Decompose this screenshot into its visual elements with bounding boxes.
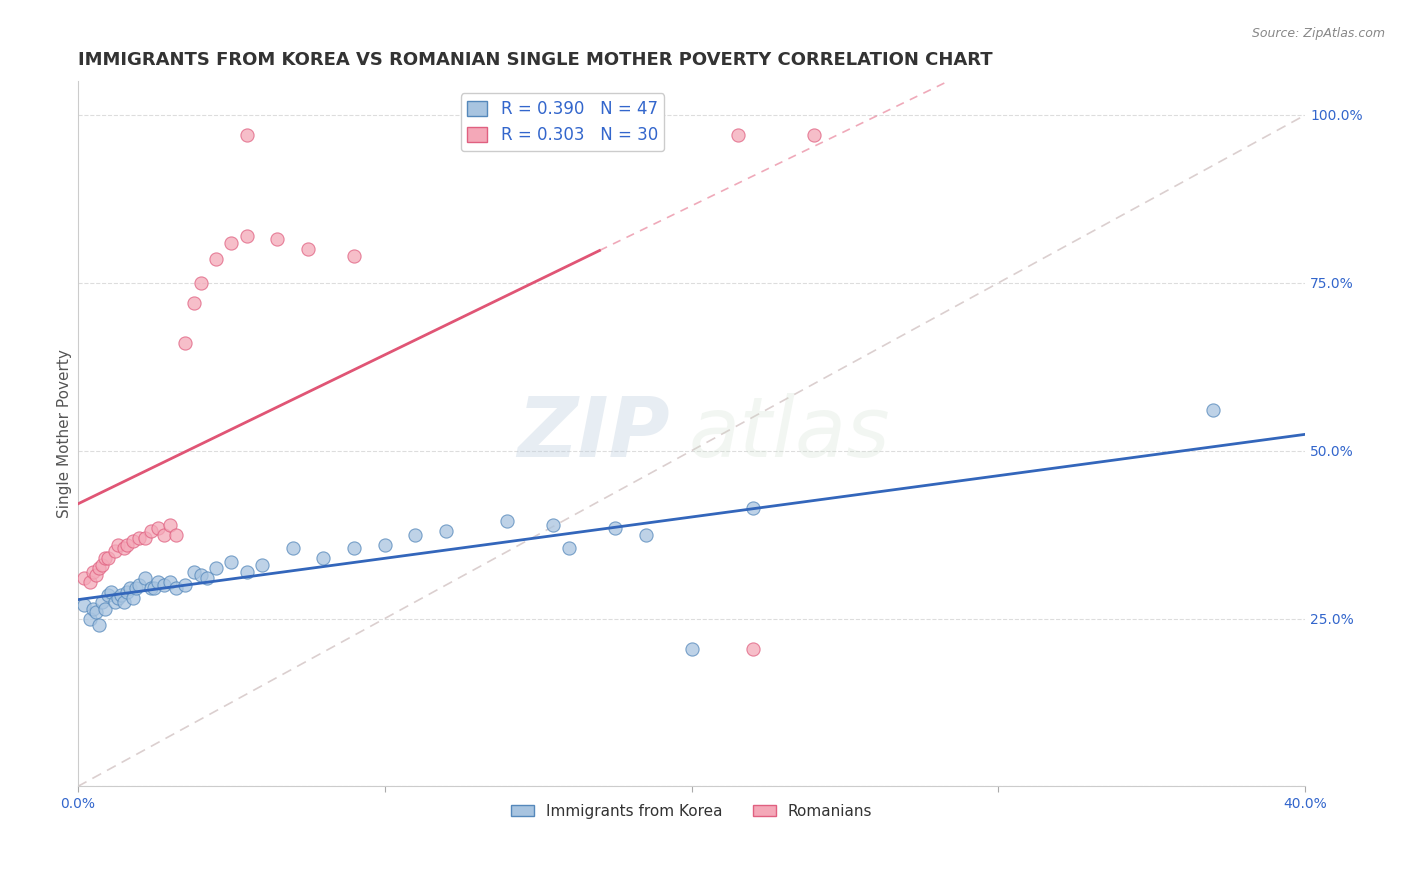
Point bbox=[110, 588, 132, 602]
Point bbox=[235, 228, 257, 243]
Point bbox=[91, 595, 114, 609]
Text: IMMIGRANTS FROM KOREA VS ROMANIAN SINGLE MOTHER POVERTY CORRELATION CHART: IMMIGRANTS FROM KOREA VS ROMANIAN SINGLE… bbox=[77, 51, 993, 69]
Point bbox=[82, 601, 104, 615]
Point bbox=[190, 276, 212, 290]
Point bbox=[266, 232, 288, 246]
Point bbox=[94, 601, 117, 615]
Point bbox=[205, 561, 228, 575]
Point bbox=[603, 521, 626, 535]
Point bbox=[312, 551, 335, 566]
Point bbox=[235, 565, 257, 579]
Point bbox=[183, 296, 205, 310]
Point bbox=[343, 541, 366, 555]
Point bbox=[84, 568, 107, 582]
Point bbox=[190, 568, 212, 582]
Point bbox=[543, 517, 565, 532]
Point bbox=[152, 527, 174, 541]
Point bbox=[183, 565, 205, 579]
Point bbox=[134, 571, 156, 585]
Point bbox=[73, 571, 96, 585]
Point bbox=[79, 611, 101, 625]
Point bbox=[73, 598, 96, 612]
Point bbox=[141, 524, 163, 539]
Point bbox=[141, 582, 163, 596]
Point bbox=[128, 531, 150, 545]
Point bbox=[91, 558, 114, 572]
Point bbox=[112, 541, 135, 555]
Point bbox=[146, 574, 169, 589]
Point bbox=[727, 128, 749, 142]
Point bbox=[219, 554, 242, 568]
Point bbox=[681, 641, 703, 656]
Point bbox=[107, 538, 129, 552]
Point bbox=[134, 531, 156, 545]
Point bbox=[118, 582, 141, 596]
Point bbox=[115, 538, 138, 552]
Point bbox=[159, 517, 181, 532]
Point bbox=[82, 565, 104, 579]
Point bbox=[219, 235, 242, 250]
Point bbox=[165, 582, 187, 596]
Point bbox=[122, 534, 145, 549]
Point bbox=[558, 128, 581, 142]
Point bbox=[89, 618, 111, 632]
Point bbox=[297, 242, 319, 256]
Point bbox=[84, 605, 107, 619]
Point bbox=[94, 551, 117, 566]
Point bbox=[100, 584, 122, 599]
Point bbox=[128, 578, 150, 592]
Text: atlas: atlas bbox=[689, 393, 890, 475]
Point bbox=[122, 591, 145, 606]
Point bbox=[103, 544, 125, 558]
Point bbox=[205, 252, 228, 267]
Point bbox=[1202, 403, 1225, 417]
Point bbox=[89, 561, 111, 575]
Point bbox=[174, 336, 197, 351]
Point bbox=[235, 128, 257, 142]
Text: ZIP: ZIP bbox=[517, 393, 669, 475]
Point bbox=[165, 527, 187, 541]
Point bbox=[195, 571, 218, 585]
Point bbox=[143, 582, 166, 596]
Point bbox=[97, 551, 120, 566]
Text: Source: ZipAtlas.com: Source: ZipAtlas.com bbox=[1251, 27, 1385, 40]
Point bbox=[742, 500, 765, 515]
Point bbox=[374, 538, 396, 552]
Point bbox=[159, 574, 181, 589]
Point bbox=[742, 641, 765, 656]
Point bbox=[404, 527, 426, 541]
Point bbox=[434, 524, 457, 539]
Point bbox=[152, 578, 174, 592]
Point bbox=[112, 595, 135, 609]
Point bbox=[343, 249, 366, 263]
Point bbox=[634, 527, 657, 541]
Point bbox=[803, 128, 825, 142]
Point bbox=[281, 541, 304, 555]
Point bbox=[115, 584, 138, 599]
Point bbox=[146, 521, 169, 535]
Point bbox=[97, 588, 120, 602]
Point bbox=[103, 595, 125, 609]
Point bbox=[174, 578, 197, 592]
Point bbox=[558, 541, 581, 555]
Point bbox=[79, 574, 101, 589]
Legend: Immigrants from Korea, Romanians: Immigrants from Korea, Romanians bbox=[505, 797, 879, 825]
Point bbox=[107, 591, 129, 606]
Point bbox=[125, 582, 148, 596]
Point bbox=[496, 514, 519, 528]
Point bbox=[250, 558, 273, 572]
Y-axis label: Single Mother Poverty: Single Mother Poverty bbox=[58, 350, 72, 518]
